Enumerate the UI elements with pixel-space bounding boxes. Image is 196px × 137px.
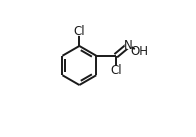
Text: OH: OH — [130, 45, 148, 58]
Text: Cl: Cl — [74, 25, 85, 38]
Circle shape — [75, 27, 83, 35]
Circle shape — [125, 42, 132, 48]
Text: Cl: Cl — [110, 64, 122, 77]
Circle shape — [135, 47, 143, 56]
Circle shape — [112, 66, 120, 75]
Text: N: N — [124, 39, 133, 52]
